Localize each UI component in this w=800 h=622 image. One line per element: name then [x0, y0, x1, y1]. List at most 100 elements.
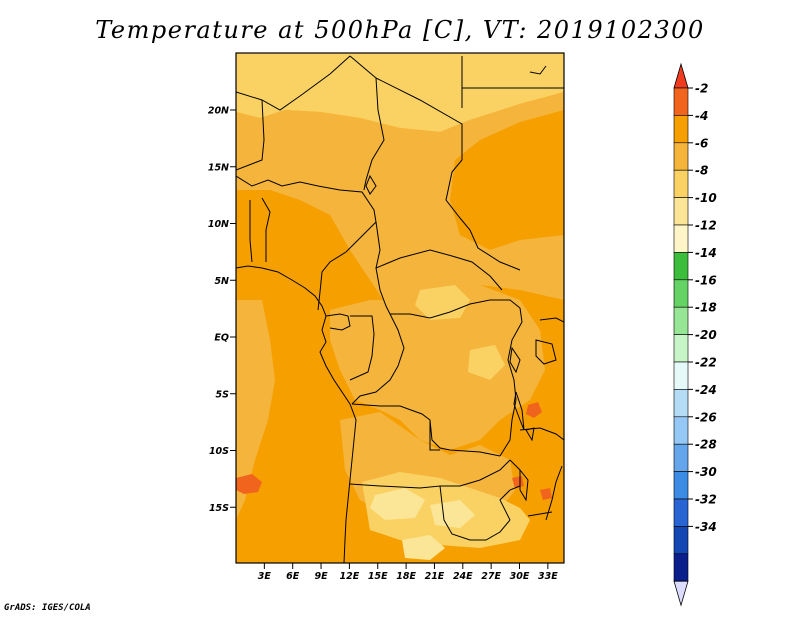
- colorbar: -2 -4 -6 -8 -10 -12 -14 -16 -18 -20 -22 -24 -26 -28 -3…: [673, 62, 717, 607]
- colorbar-label-3: -8: [695, 164, 708, 178]
- lat-label-eq: EQ: [214, 333, 229, 344]
- shade-minus2-east-patch-3: [540, 488, 552, 500]
- colorbar-swatch-3: [673, 169, 689, 198]
- shade-minus2-east-patch-2: [512, 476, 524, 488]
- colorbar-label-12: -26: [695, 410, 717, 424]
- colorbar-label-14: -30: [695, 465, 717, 479]
- lon-axis-labels: 3E 6E 9E 12E 15E 18E 21E 24E 27E 30E 33E: [258, 571, 558, 582]
- colorbar-label-7: -16: [695, 273, 717, 287]
- colorbar-swatch-9: [673, 334, 689, 363]
- border-congo-drc: [351, 313, 405, 405]
- shade-minus6-central: [330, 285, 545, 450]
- shade-minus6-west: [236, 300, 275, 520]
- colorbar-label-15: -32: [695, 493, 717, 507]
- map-frame: [235, 52, 565, 564]
- map-title: Temperature at 500hPa [C], VT: 201910230…: [95, 16, 705, 44]
- border-eq-guinea: [325, 313, 351, 331]
- lon-label-27e: 27E: [481, 571, 501, 582]
- colorbar-label-11: -24: [695, 383, 717, 397]
- border-niger-nigeria: [236, 175, 377, 223]
- lake-albert: [509, 346, 521, 374]
- colorbar-swatch-lowest: [673, 553, 689, 582]
- border-car-sudan: [375, 249, 503, 291]
- border-north-west: [236, 55, 351, 111]
- shade-minus8-central-spot: [415, 285, 470, 320]
- border-angola-namibia-zambia: [349, 483, 511, 541]
- border-chad-sudan: [375, 77, 521, 271]
- colorbar-label-5: -12: [695, 219, 717, 233]
- coastline-west: [236, 265, 357, 563]
- lon-label-21e: 21E: [425, 571, 445, 582]
- lat-label-10s: 10S: [209, 446, 229, 457]
- border-chad-car: [375, 221, 391, 315]
- lon-label-24e: 24E: [453, 571, 473, 582]
- colorbar-swatch-16: [673, 526, 689, 555]
- colorbar-swatch-8: [673, 306, 689, 335]
- colorbar-label-13: -28: [695, 438, 717, 452]
- colorbar-label-6: -14: [695, 246, 717, 260]
- border-mozambique: [545, 465, 563, 521]
- lat-label-10n: 10N: [208, 219, 229, 230]
- lat-label-15n: 15N: [208, 162, 229, 173]
- colorbar-swatch-10: [673, 361, 689, 390]
- border-kenya-north: [539, 317, 564, 323]
- shade-minus2-west-patch: [236, 474, 262, 494]
- lake-tanganyika: [513, 391, 525, 431]
- colorbar-label-2: -6: [695, 136, 708, 150]
- colorbar-label-9: -20: [695, 328, 717, 342]
- lat-label-5n: 5N: [214, 276, 229, 287]
- nile-delta: [529, 65, 547, 75]
- colorbar-swatch-11: [673, 389, 689, 418]
- colorbar-swatch-7: [673, 279, 689, 308]
- border-angola-east: [429, 420, 440, 451]
- colorbar-label-10: -22: [695, 356, 717, 370]
- border-zambia-north: [440, 459, 511, 487]
- border-malawi: [499, 459, 521, 521]
- colorbar-swatch-1: [673, 115, 689, 144]
- shade-minus8-north: [236, 53, 564, 132]
- colorbar-label-16: -34: [695, 520, 717, 534]
- border-drc-east: [499, 307, 523, 457]
- border-nigeria-cameroon: [317, 221, 377, 311]
- temperature-shading: [236, 53, 564, 560]
- border-drc-angola: [351, 403, 501, 457]
- lon-label-30e: 30E: [510, 571, 530, 582]
- lon-label-18e: 18E: [396, 571, 416, 582]
- colorbar-swatch-5: [673, 224, 689, 253]
- colorbar-swatch-14: [673, 471, 689, 500]
- colorbar-label-1: -4: [695, 109, 708, 123]
- lake-malawi: [519, 468, 529, 502]
- border-gabon-congo: [349, 315, 375, 381]
- lat-label-5s: 5S: [216, 389, 230, 400]
- lake-victoria: [535, 339, 557, 365]
- colorbar-label-0: -2: [695, 82, 708, 96]
- lon-label-6e: 6E: [286, 571, 300, 582]
- colorbar-bottom-arrow: [673, 580, 689, 607]
- colorbar-swatch-13: [673, 443, 689, 472]
- lon-label-9e: 9E: [314, 571, 328, 582]
- shade-minus2-east-patch-1: [526, 402, 542, 418]
- colorbar-swatch-0: [673, 87, 689, 116]
- border-car-drc: [390, 299, 521, 319]
- lake-chad: [365, 174, 377, 195]
- colorbar-swatch-15: [673, 498, 689, 527]
- lon-label-3e: 3E: [258, 571, 272, 582]
- axis-ticks: [230, 109, 549, 569]
- border-benin: [249, 200, 253, 263]
- lat-label-20n: 20N: [208, 106, 229, 117]
- shade-minus10-spot-1: [370, 488, 425, 520]
- colorbar-swatch-4: [673, 197, 689, 226]
- shade-minus10-spot-3: [402, 535, 445, 560]
- lon-label-15e: 15E: [368, 571, 388, 582]
- colorbar-label-4: -10: [695, 191, 717, 205]
- boundaries: [236, 55, 564, 563]
- colorbar-label-8: -18: [695, 301, 717, 315]
- lat-label-15s: 15S: [209, 503, 229, 514]
- colorbar-swatch-2: [673, 142, 689, 171]
- lat-axis-labels: 20N 15N 10N 5N EQ 5S 10S 15S: [208, 106, 229, 514]
- shade-minus10-spot-2: [430, 500, 475, 528]
- lake-rukwa: [525, 427, 535, 442]
- colorbar-swatch-12: [673, 416, 689, 445]
